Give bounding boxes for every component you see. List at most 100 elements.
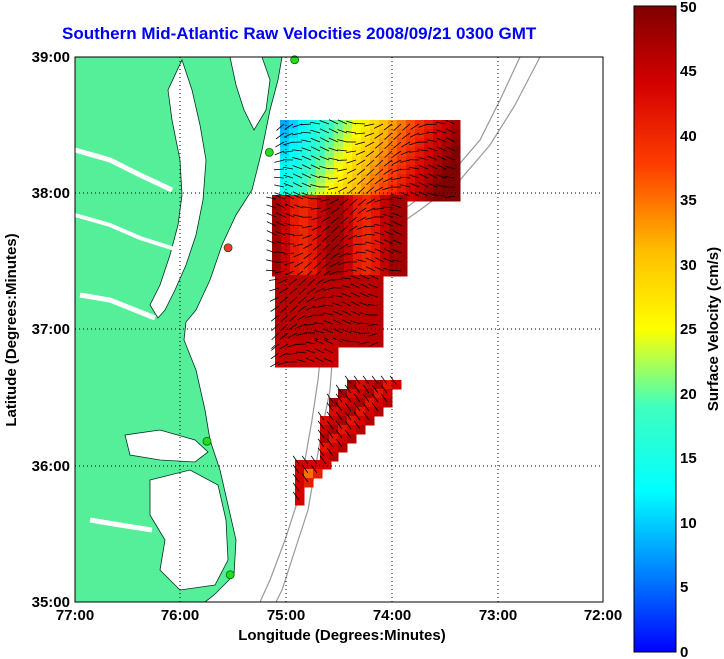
velocity-vector	[357, 177, 366, 185]
velocity-cell	[356, 284, 366, 294]
velocity-cell	[320, 320, 330, 330]
velocity-cell	[398, 267, 408, 277]
velocity-cell	[379, 138, 389, 148]
velocity-cell	[424, 192, 434, 202]
velocity-cell	[311, 349, 321, 359]
velocity-cell	[347, 389, 357, 399]
velocity-vector	[323, 278, 334, 284]
x-axis-label: Longitude (Degrees:Minutes)	[238, 627, 446, 644]
velocity-vector	[382, 177, 393, 183]
velocity-cell	[389, 258, 399, 268]
velocity-cell	[334, 174, 344, 184]
velocity-cell	[280, 165, 290, 175]
velocity-vector	[368, 332, 379, 337]
velocity-vector	[326, 447, 334, 457]
velocity-vector	[445, 120, 456, 125]
velocity-vector	[270, 305, 280, 312]
velocity-vector	[427, 182, 438, 188]
velocity-vector	[275, 251, 286, 254]
velocity-vector	[409, 182, 420, 188]
velocity-vector	[349, 198, 358, 207]
velocity-vector	[292, 491, 300, 501]
velocity-cell	[370, 183, 380, 193]
velocity-cell	[356, 338, 366, 348]
velocity-cell	[343, 156, 353, 166]
velocity-cell	[338, 302, 348, 312]
velocity-cell	[293, 349, 303, 359]
velocity-cell	[338, 398, 348, 408]
velocity-vector	[340, 225, 349, 233]
velocity-vector	[332, 328, 343, 334]
velocity-vector	[338, 270, 349, 273]
velocity-cell	[281, 195, 291, 205]
velocity-vector	[319, 455, 327, 465]
velocity-vector	[344, 429, 352, 439]
velocity-cell	[293, 302, 303, 312]
velocity-cell	[374, 338, 384, 348]
velocity-vector	[427, 192, 438, 197]
velocity-cell	[275, 311, 285, 321]
velocity-cell	[293, 358, 303, 368]
velocity-vector	[292, 464, 300, 474]
velocity-cell	[442, 183, 452, 193]
velocity-cell	[302, 329, 312, 339]
velocity-vector	[307, 278, 316, 286]
velocity-cell	[379, 165, 389, 175]
velocity-vector	[284, 270, 295, 276]
velocity-cell	[299, 222, 309, 232]
velocity-vector	[321, 225, 331, 233]
velocity-vector	[317, 438, 325, 448]
velocity-vector	[271, 323, 280, 331]
velocity-vector	[340, 216, 349, 225]
velocity-cell	[302, 293, 312, 303]
velocity-cell	[388, 147, 398, 157]
velocity-vector	[280, 314, 289, 323]
velocity-vector	[436, 164, 447, 170]
velocity-vector	[362, 384, 370, 394]
velocity-cell	[389, 195, 399, 205]
velocity-cell	[398, 249, 408, 259]
velocity-vector	[338, 261, 349, 265]
velocity-cell	[329, 358, 339, 368]
y-axis-label: Latitude (Degrees:Minutes)	[3, 233, 20, 426]
velocity-vector	[326, 393, 334, 403]
velocity-vector	[328, 147, 339, 152]
velocity-vector	[400, 159, 411, 163]
velocity-cell	[442, 192, 452, 202]
velocity-cell	[415, 138, 425, 148]
velocity-vector	[275, 270, 286, 274]
velocity-cell	[374, 302, 384, 312]
velocity-vector	[292, 182, 303, 188]
velocity-cell	[356, 320, 366, 330]
velocity-cell	[371, 249, 381, 259]
velocity-vector	[266, 204, 277, 209]
velocity-vector	[374, 207, 385, 210]
velocity-vector	[293, 214, 304, 218]
velocity-vector	[283, 174, 294, 179]
velocity-cell	[343, 174, 353, 184]
velocity-cell	[272, 267, 282, 277]
velocity-vector	[445, 146, 456, 152]
velocity-cell	[344, 249, 354, 259]
velocity-vector	[341, 328, 352, 334]
velocity-vector	[314, 305, 325, 309]
velocity-cell	[347, 398, 357, 408]
velocity-vector	[355, 141, 366, 145]
velocity-vector	[317, 447, 325, 457]
velocity-vector	[349, 341, 361, 343]
velocity-cell	[293, 275, 303, 285]
velocity-cell	[335, 195, 345, 205]
velocity-vector	[353, 384, 361, 394]
velocity-vector	[359, 274, 370, 280]
velocity-vector	[322, 243, 331, 252]
velocity-vector	[289, 314, 298, 322]
velocity-cell	[374, 275, 384, 285]
velocity-cell	[442, 147, 452, 157]
velocity-cell	[338, 407, 348, 417]
velocity-vector	[335, 393, 343, 403]
velocity-vector	[347, 243, 358, 248]
velocity-cell	[451, 147, 461, 157]
velocity-vector	[302, 196, 313, 200]
velocity-cell	[290, 267, 300, 277]
velocity-cell	[365, 302, 375, 312]
